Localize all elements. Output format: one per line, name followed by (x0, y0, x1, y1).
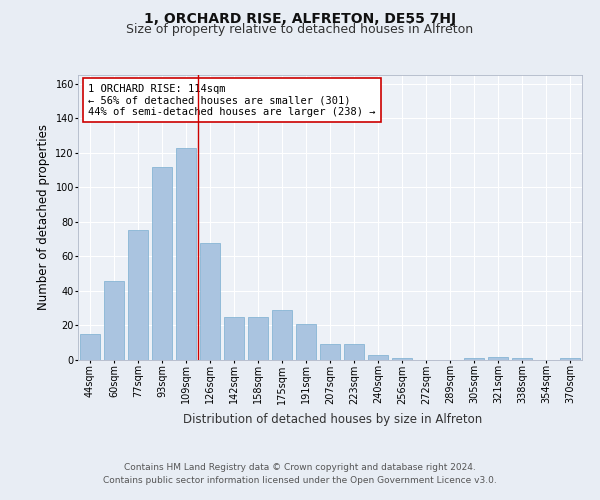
Bar (488, 356, 508, 360)
Bar (320, 344, 340, 360)
Text: Contains public sector information licensed under the Open Government Licence v3: Contains public sector information licen… (103, 476, 497, 485)
Text: Distribution of detached houses by size in Alfreton: Distribution of detached houses by size … (184, 412, 482, 426)
Bar (344, 344, 364, 360)
Bar (128, 230, 148, 360)
Bar (104, 280, 124, 360)
Y-axis label: Number of detached properties: Number of detached properties (37, 124, 50, 310)
Bar (368, 355, 388, 360)
Text: 1 ORCHARD RISE: 114sqm
← 56% of detached houses are smaller (301)
44% of semi-de: 1 ORCHARD RISE: 114sqm ← 56% of detached… (88, 84, 376, 116)
Bar (248, 317, 268, 360)
Bar (560, 358, 580, 360)
Bar (80, 334, 100, 360)
Bar (224, 317, 244, 360)
Bar (296, 324, 316, 360)
Bar (200, 242, 220, 360)
Bar (392, 358, 412, 360)
Text: Contains HM Land Registry data © Crown copyright and database right 2024.: Contains HM Land Registry data © Crown c… (124, 462, 476, 471)
Bar (152, 166, 172, 360)
Text: Size of property relative to detached houses in Alfreton: Size of property relative to detached ho… (127, 24, 473, 36)
Bar (512, 358, 532, 360)
Text: 1, ORCHARD RISE, ALFRETON, DE55 7HJ: 1, ORCHARD RISE, ALFRETON, DE55 7HJ (144, 12, 456, 26)
Bar (176, 148, 196, 360)
Bar (272, 310, 292, 360)
Bar (464, 358, 484, 360)
